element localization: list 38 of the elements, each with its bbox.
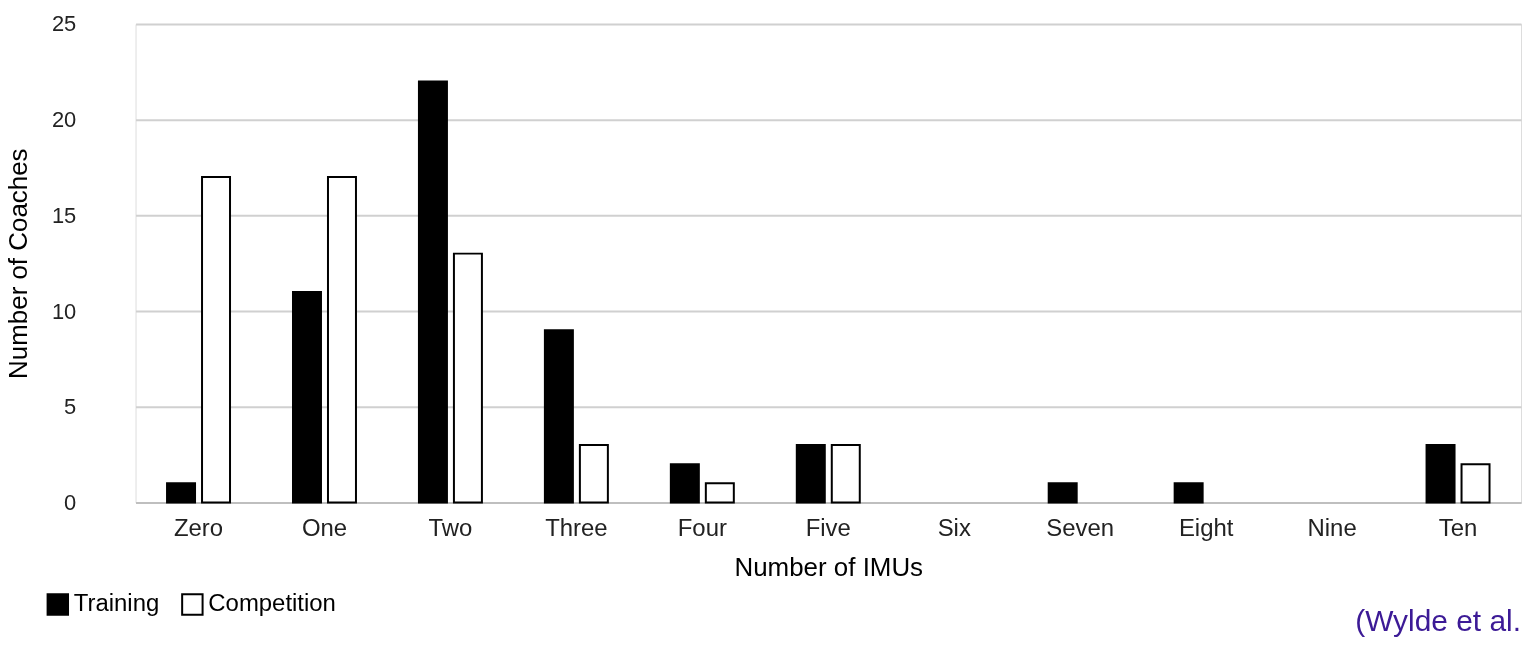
x-tick-label: Three: [545, 513, 608, 541]
x-tick-label: Five: [805, 513, 851, 541]
bar: [543, 329, 574, 504]
y-tick-label: 10: [51, 298, 77, 324]
bar: [166, 482, 197, 504]
y-axis-title: Number of Coaches: [3, 148, 32, 379]
text: (Wylde et al.: [1355, 603, 1522, 637]
y-tick-label: 20: [51, 107, 77, 133]
x-tick-label: One: [301, 513, 348, 541]
y-tick-label: 0: [64, 489, 77, 515]
bar: [1173, 482, 1204, 504]
x-tick-label: Six: [937, 513, 971, 541]
bar: [578, 444, 609, 504]
x-tick-label: Nine: [1307, 513, 1357, 541]
bar: [795, 444, 826, 504]
x-tick-label: Four: [677, 513, 727, 541]
bar: [669, 463, 700, 504]
x-tick-label: Eight: [1178, 513, 1234, 541]
x-axis-title: Number of IMUs: [734, 552, 924, 581]
y-tick-label: 15: [51, 202, 77, 228]
bar: [1047, 482, 1078, 504]
legend-label: Competition: [208, 589, 336, 617]
bar: [1460, 463, 1491, 504]
legend-label: Training: [73, 589, 160, 617]
bar: [201, 176, 232, 504]
bar: [452, 252, 483, 504]
x-tick-label: Seven: [1046, 513, 1115, 541]
bar: [417, 80, 448, 504]
bar: [326, 176, 357, 504]
x-tick-label: Zero: [173, 513, 224, 541]
y-tick-label: 25: [51, 11, 77, 37]
bar: [704, 482, 735, 504]
bar: [1425, 444, 1456, 504]
bar: [291, 290, 322, 504]
bar: [830, 444, 861, 504]
x-tick-label: Two: [428, 513, 473, 541]
x-tick-label: Ten: [1438, 513, 1478, 541]
y-tick-label: 5: [64, 394, 77, 420]
